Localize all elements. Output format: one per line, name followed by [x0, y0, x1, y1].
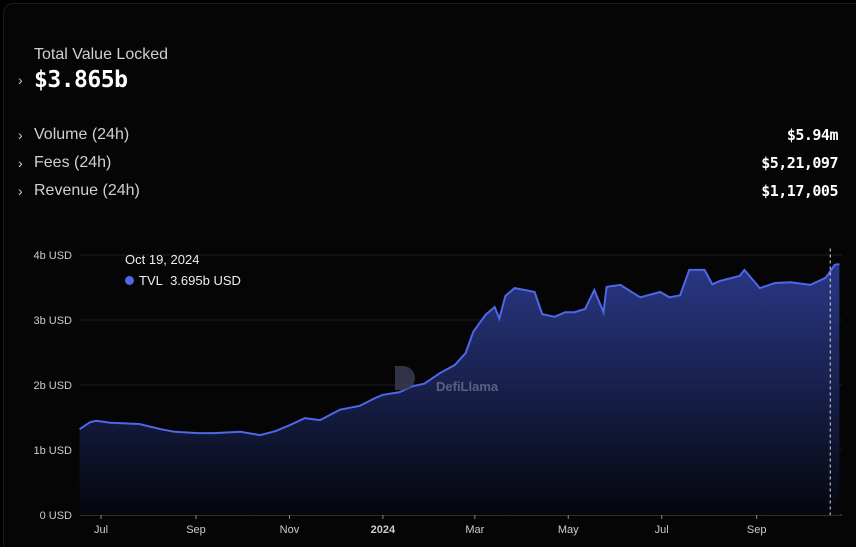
chevron-right-icon: › — [18, 127, 23, 143]
y-tick-label: 1b USD — [33, 445, 72, 457]
x-tick-label: Sep — [186, 524, 206, 536]
x-tick-label: 2024 — [371, 524, 396, 536]
y-tick-label: 3b USD — [33, 315, 72, 327]
tvl-area — [79, 264, 840, 515]
chevron-right-icon: › — [18, 183, 23, 199]
x-tick-label: Mar — [465, 524, 484, 536]
stat-value: $5,21,097 — [761, 154, 838, 172]
stat-label: Fees (24h) — [34, 154, 112, 171]
x-tick-label: Sep — [747, 524, 767, 536]
x-tick-label: Nov — [280, 524, 300, 536]
stat-fees[interactable]: › Fees (24h) $5,21,097 — [18, 152, 838, 174]
tooltip-value: 3.695b USD — [170, 273, 241, 288]
stat-label: Revenue (24h) — [34, 182, 140, 199]
y-tick-label: 0 USD — [40, 510, 72, 522]
llama-logo-icon — [395, 366, 415, 390]
series-dot-icon — [125, 276, 134, 285]
x-tick-label: May — [558, 524, 579, 536]
stat-volume[interactable]: › Volume (24h) $5.94m — [18, 124, 839, 146]
y-tick-label: 4b USD — [33, 250, 72, 262]
stat-value: $1,17,005 — [761, 182, 838, 200]
stat-revenue[interactable]: › Revenue (24h) $1,17,005 — [18, 180, 838, 202]
tooltip-date: Oct 19, 2024 — [125, 252, 200, 267]
tooltip-series: TVL — [139, 273, 163, 288]
tvl-value: $3.865b — [34, 67, 128, 93]
tooltip-row: TVL 3.695b USD — [125, 273, 241, 288]
tvl-toggle[interactable]: › $3.865b — [18, 67, 128, 93]
chevron-right-icon: › — [18, 72, 23, 88]
stat-label: Volume (24h) — [34, 126, 130, 143]
watermark: DefiLlama — [436, 379, 499, 394]
tvl-line — [79, 263, 840, 437]
chevron-right-icon: › — [18, 155, 23, 171]
x-tick-label: Jul — [655, 524, 669, 536]
tvl-label: Total Value Locked — [34, 46, 169, 63]
stat-value: $5.94m — [786, 126, 839, 144]
watermark-logo: DefiLlama — [395, 366, 499, 394]
x-tick-label: Jul — [94, 524, 108, 536]
y-tick-label: 2b USD — [33, 380, 72, 392]
